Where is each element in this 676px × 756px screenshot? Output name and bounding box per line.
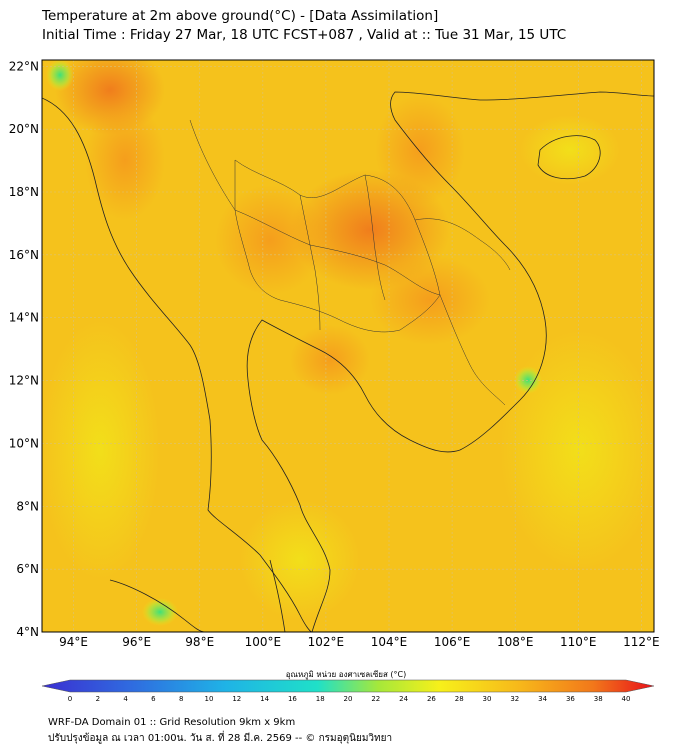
lat-label: 8°N: [16, 499, 39, 513]
colorbar-tick-label: 12: [232, 695, 241, 703]
colorbar-tick-label: 22: [371, 695, 380, 703]
colorbar-tick-label: 40: [622, 695, 631, 703]
lat-label: 4°N: [16, 625, 39, 639]
lon-label: 100°E: [245, 635, 282, 649]
lon-label: 104°E: [371, 635, 408, 649]
colorbar-tick-label: 38: [594, 695, 603, 703]
lon-label: 94°E: [59, 635, 88, 649]
lon-label: 112°E: [623, 635, 660, 649]
admin-borders: [189, 119, 511, 406]
colorbar-tick-label: 20: [344, 695, 353, 703]
colorbar-tick-label: 36: [566, 695, 575, 703]
cool-area-malaysia: [240, 500, 360, 620]
map-subtitle: Initial Time : Friday 27 Mar, 18 UTC FCS…: [42, 27, 567, 43]
lat-label: 12°N: [9, 374, 39, 388]
lon-label: 96°E: [122, 635, 151, 649]
lat-label: 16°N: [9, 248, 39, 262]
coastline-sumatra: [109, 579, 206, 632]
warm-area-myanmar: [85, 100, 165, 220]
coastline-malaysia: [269, 559, 286, 632]
lat-label: 22°N: [9, 59, 39, 73]
warm-area-laos: [375, 95, 465, 205]
map-frame: [41, 59, 655, 633]
colorbar-tick-label: 0: [68, 695, 72, 703]
lat-label: 10°N: [9, 436, 39, 450]
lat-label: 14°N: [9, 311, 39, 325]
cool-area-hainan: [520, 115, 620, 185]
colorbar-tick-label: 6: [151, 695, 156, 703]
colorbar-tick-label: 24: [399, 695, 408, 703]
lat-label: 6°N: [16, 562, 39, 576]
footer-grid-info: WRF-DA Domain 01 :: Grid Resolution 9km …: [48, 717, 296, 728]
longitude-labels: 94°E 96°E 98°E 100°E 102°E 104°E 106°E 108°E 110…: [59, 635, 660, 649]
coastline-hainan: [537, 135, 601, 180]
colorbar-tick-label: 30: [483, 695, 492, 703]
coastline-east: [246, 91, 654, 632]
colorbar-tick-label: 16: [288, 695, 297, 703]
border-internal-3: [364, 174, 386, 301]
lon-label: 106°E: [434, 635, 471, 649]
colorbar-tick-label: 8: [179, 695, 183, 703]
colorbar-tick-label: 32: [510, 695, 519, 703]
colorbar-gradient: [41, 679, 655, 693]
cool-area-andaman: [42, 320, 160, 580]
cool-area-scs: [500, 330, 654, 570]
colorbar-title: อุณหภูมิ หน่วย องศาเซลเซียส (°C): [286, 670, 407, 680]
colorbar-tick-label: 14: [260, 695, 269, 703]
map-gridlines: [42, 60, 654, 632]
colorbar-tick-label: 28: [455, 695, 464, 703]
map-title: Temperature at 2m above ground(°C) - [Da…: [42, 8, 439, 24]
lat-label: 20°N: [9, 122, 39, 136]
lon-label: 102°E: [308, 635, 345, 649]
colorbar: 0 2 4 6 8 10 12 14 16 18 20 22 24 26 28 30 32 34 36 38 40: [41, 679, 655, 703]
footer-update-info: ปรับปรุงข้อมูล ณ เวลา 01:00น. วัน ส. ที่…: [48, 733, 393, 744]
warm-area-thailand-n: [215, 185, 325, 295]
border-laos-vietnam: [414, 218, 511, 271]
colorbar-tick-label: 18: [316, 695, 325, 703]
border-cambodia-vietnam: [439, 294, 506, 406]
colorbar-tick-label: 2: [96, 695, 100, 703]
cool-spot-sumatra: [142, 598, 178, 626]
colorbar-tick-label: 4: [123, 695, 128, 703]
colorbar-tick-label: 10: [205, 695, 214, 703]
coastline-west: [42, 97, 313, 632]
cool-spot-vietnam: [514, 366, 542, 394]
coastlines: [42, 91, 654, 632]
lon-label: 98°E: [185, 635, 214, 649]
border-thailand-ne: [234, 159, 441, 333]
colorbar-tick-label: 26: [427, 695, 436, 703]
lon-label: 110°E: [560, 635, 597, 649]
lon-label: 108°E: [497, 635, 534, 649]
latitude-labels: 22°N 20°N 18°N 16°N 14°N 12°N 10°N 8°N 6°N 4°N: [9, 59, 39, 639]
warm-area-gulf: [290, 325, 370, 395]
colorbar-tick-label: 34: [538, 695, 547, 703]
cool-spot-nw: [46, 60, 74, 91]
border-internal-1: [234, 209, 441, 296]
temperature-field: [42, 60, 654, 632]
colorbar-ticks: 0 2 4 6 8 10 12 14 16 18 20 22 24 26 28 30 32 34 36 38 40: [68, 695, 631, 703]
border-internal-2: [299, 194, 321, 331]
lat-label: 18°N: [9, 185, 39, 199]
border-myanmar-thailand: [189, 119, 236, 211]
warm-area-cambodia: [370, 255, 490, 345]
